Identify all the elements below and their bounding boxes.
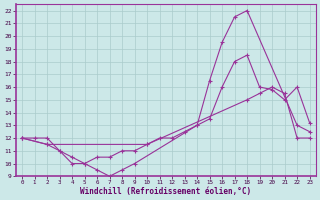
X-axis label: Windchill (Refroidissement éolien,°C): Windchill (Refroidissement éolien,°C) xyxy=(80,187,252,196)
